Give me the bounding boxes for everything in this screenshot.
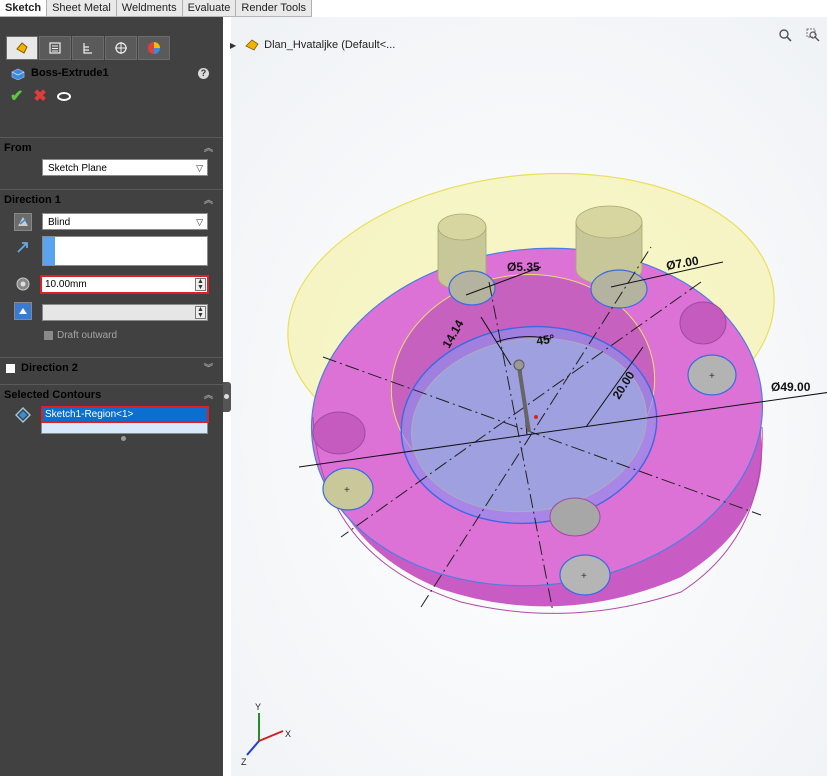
svg-text:+: +	[344, 485, 350, 496]
tab-render-tools[interactable]: Render Tools	[236, 0, 313, 16]
draft-outward-row[interactable]: Draft outward	[44, 330, 117, 341]
origin-marker-icon	[534, 415, 538, 419]
chevron-down-icon: ▽	[196, 217, 203, 227]
action-buttons: ✔ ✖	[10, 86, 71, 106]
feature-title-text: Boss-Extrude1	[31, 67, 109, 79]
ok-check-icon[interactable]: ✔	[10, 88, 24, 105]
direction2-section-header[interactable]: Direction 2 ︾	[0, 357, 223, 378]
display-manager-tab-icon[interactable]	[138, 36, 170, 60]
from-section-header[interactable]: From ︽	[0, 137, 223, 158]
end-condition-dropdown[interactable]: Blind ▽	[42, 213, 208, 230]
feature-title: Boss-Extrude1	[10, 66, 109, 80]
draft-toggle-icon[interactable]	[14, 302, 32, 320]
from-dropdown[interactable]: Sketch Plane ▽	[42, 159, 208, 176]
axis-y-label: Y	[255, 702, 261, 712]
expand-arrow-icon[interactable]: ▶	[230, 40, 237, 50]
tab-sheet-metal[interactable]: Sheet Metal	[47, 0, 117, 16]
draft-angle-input[interactable]: ▲ ▼	[42, 304, 208, 321]
command-manager-tabs: Sketch Sheet Metal Weldments Evaluate Re…	[0, 0, 313, 17]
dim-hole-small[interactable]: Ø5.35	[507, 260, 540, 274]
selected-contours-section: Selected Contours ︽	[0, 384, 223, 405]
direction2-section: Direction 2 ︾	[0, 357, 223, 378]
manager-tabs	[6, 36, 171, 60]
axis-x-label: X	[285, 729, 291, 739]
direction-arrow-icon	[14, 238, 32, 256]
boss-extrude-icon	[11, 68, 25, 80]
expand-chevron-icon[interactable]: ︾	[203, 363, 213, 373]
spin-stepper-icon[interactable]: ▲ ▼	[195, 278, 206, 291]
dim-outer-diameter[interactable]: Ø49.00	[771, 380, 811, 394]
axis-triad: Y X Z	[241, 702, 291, 767]
spin-stepper-icon[interactable]: ▲ ▼	[195, 306, 206, 319]
zoom-to-fit-icon[interactable]	[778, 28, 792, 45]
contour-icon	[14, 406, 32, 424]
depth-input[interactable]: 10.00mm ▲ ▼	[40, 275, 209, 294]
part-name: Dlan_Hvataljke (Default<...	[264, 39, 396, 51]
tab-weldments[interactable]: Weldments	[117, 0, 183, 16]
center-lines	[322, 246, 762, 613]
depth-icon	[14, 275, 32, 293]
part-icon	[245, 39, 259, 51]
draft-outward-label: Draft outward	[57, 330, 118, 341]
bolt-holes: + + +	[312, 205, 737, 596]
flyout-feature-tree[interactable]: ▶ Dlan_Hvataljke (Default<...	[230, 38, 395, 52]
detailed-preview-eye-icon[interactable]	[56, 91, 71, 101]
direction2-checkbox[interactable]	[6, 363, 15, 373]
from-section: From ︽	[0, 137, 223, 158]
tab-evaluate[interactable]: Evaluate	[183, 0, 237, 16]
configuration-manager-tab-icon[interactable]	[72, 36, 104, 60]
direction-reference-list[interactable]	[42, 236, 208, 266]
panel-collapse-handle[interactable]	[223, 382, 231, 412]
svg-text:+: +	[709, 371, 715, 382]
svg-text:+: +	[581, 571, 587, 582]
contour-list-item[interactable]: Sketch1-Region<1>	[41, 406, 209, 423]
axis-z-label: Z	[241, 757, 247, 767]
collapse-chevron-icon[interactable]: ︽	[203, 143, 213, 153]
feature-manager-tab-icon[interactable]	[6, 36, 38, 60]
extrude-drag-handle[interactable]	[517, 366, 531, 433]
direction1-section-header[interactable]: Direction 1 ︽	[0, 189, 223, 210]
draft-outward-checkbox[interactable]	[44, 331, 53, 340]
heads-up-view-toolbar	[778, 28, 827, 45]
collapse-chevron-icon[interactable]: ︽	[203, 390, 213, 400]
dim-hole-large[interactable]: Ø7.00	[665, 253, 700, 273]
property-manager-tab-icon[interactable]	[39, 36, 71, 60]
dim-angle[interactable]: 45°	[535, 332, 555, 348]
drag-handle-knob-icon[interactable]	[513, 359, 525, 371]
zoom-to-area-icon[interactable]	[806, 28, 820, 45]
tab-sketch[interactable]: Sketch	[0, 0, 48, 16]
reverse-direction-icon[interactable]	[14, 213, 32, 231]
chevron-down-icon: ▽	[196, 163, 203, 173]
flange-bottom-edge	[312, 416, 763, 614]
list-resize-grip-icon[interactable]	[121, 436, 126, 441]
dimxpert-tab-icon[interactable]	[105, 36, 137, 60]
cancel-x-icon[interactable]: ✖	[33, 88, 47, 105]
graphics-viewport[interactable]: + + + Ø5.35 Ø7.00 Ø49.00 45° 14.14 20.00	[231, 17, 827, 776]
selected-contours-header[interactable]: Selected Contours ︽	[0, 384, 223, 405]
collapse-chevron-icon[interactable]: ︽	[203, 195, 213, 205]
help-icon[interactable]: ?	[198, 68, 209, 79]
direction1-section: Direction 1 ︽	[0, 189, 223, 210]
